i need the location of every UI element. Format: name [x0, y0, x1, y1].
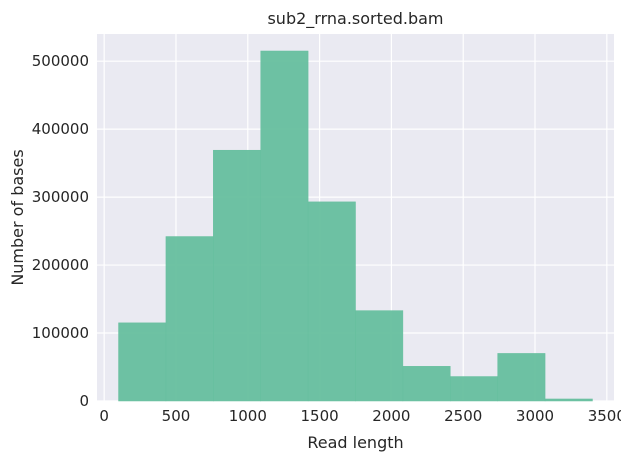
histogram-bar-8	[450, 376, 498, 402]
histogram-bar-7	[402, 366, 451, 402]
histogram-bar-5	[307, 201, 356, 402]
y-tick-label: 400000	[32, 120, 89, 138]
histogram-bar-9	[497, 353, 546, 402]
histogram-bar-6	[355, 310, 404, 402]
x-tick-label: 3000	[516, 407, 554, 425]
x-tick-label: 2000	[372, 407, 410, 425]
histogram-bar-3	[213, 149, 261, 402]
histogram-bar-10	[544, 398, 593, 402]
y-tick-label: 300000	[32, 188, 89, 206]
x-tick-label: 500	[162, 407, 191, 425]
histogram-bar-2	[165, 236, 214, 402]
x-axis-label: Read length	[307, 433, 403, 452]
y-tick-label: 500000	[32, 52, 89, 70]
bars	[118, 50, 593, 402]
y-tick-label: 100000	[32, 324, 89, 342]
y-tick-label: 0	[79, 392, 89, 410]
y-tick-label: 200000	[32, 256, 89, 274]
x-tick-label: 1500	[301, 407, 339, 425]
chart-title: sub2_rrna.sorted.bam	[267, 9, 443, 29]
y-tick-labels: 0 100000 200000 300000 400000 500000	[32, 52, 89, 410]
x-tick-label: 0	[99, 407, 109, 425]
y-axis-label: Number of bases	[8, 149, 27, 285]
x-tick-label: 2500	[444, 407, 482, 425]
histogram-bar-1	[118, 322, 167, 402]
histogram-bar-4	[260, 50, 309, 402]
x-tick-label: 1000	[229, 407, 267, 425]
